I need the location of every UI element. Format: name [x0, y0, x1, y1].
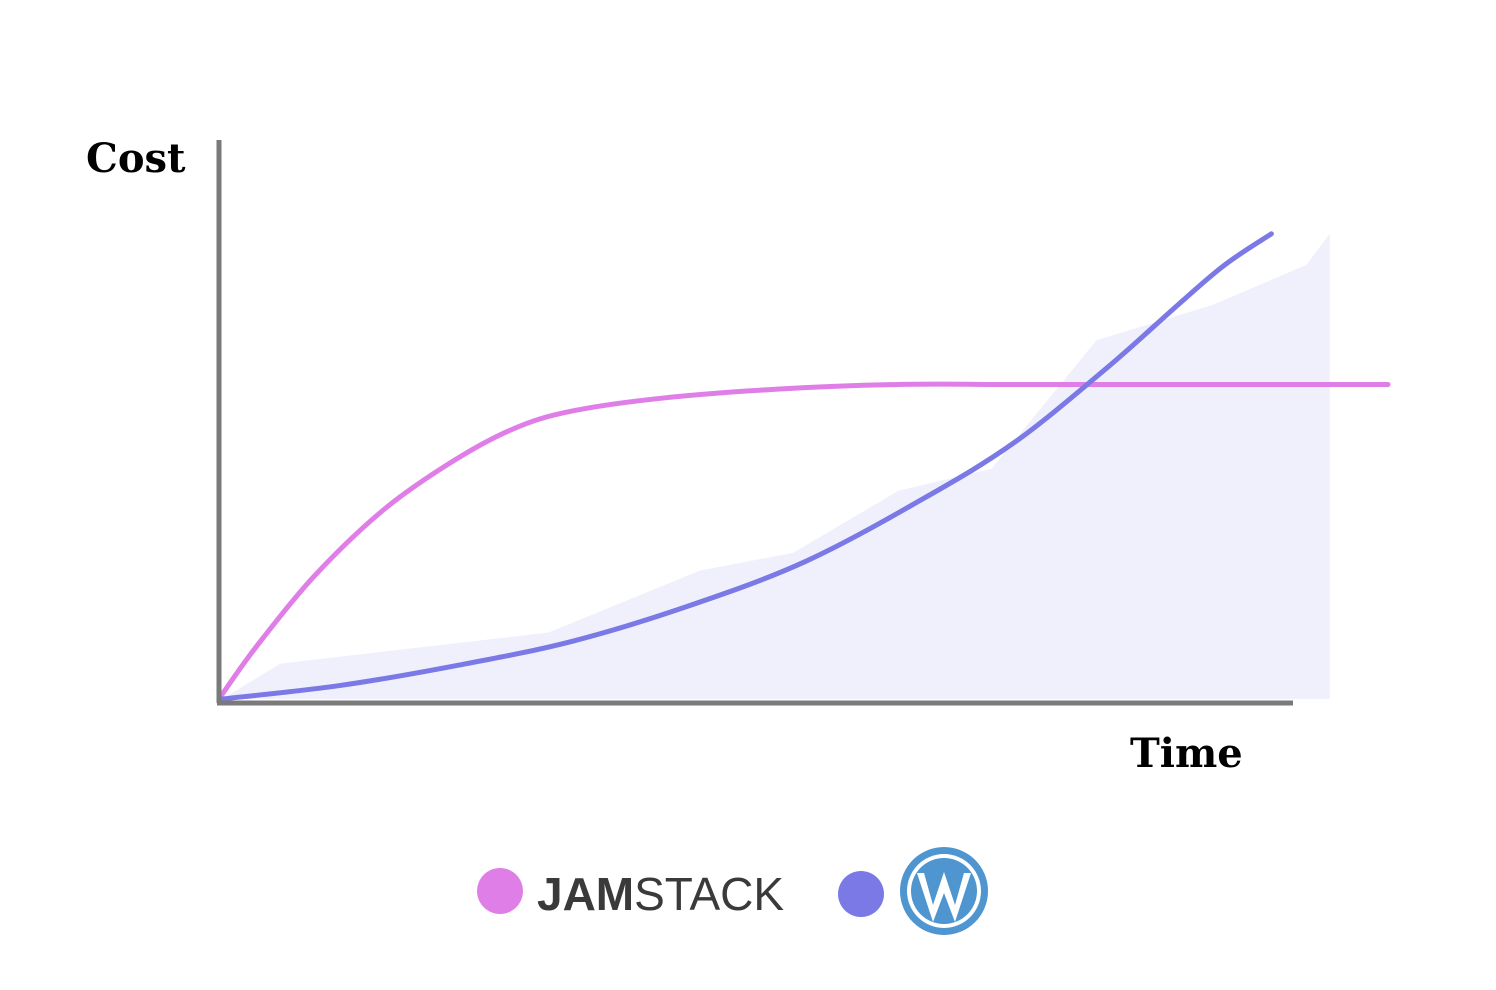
wordpress-icon: [900, 847, 988, 935]
legend-item-jamstack: JAMSTACK: [477, 868, 784, 920]
legend-item-wordpress: [838, 847, 988, 935]
svg-text:JAMSTACK: JAMSTACK: [537, 868, 784, 920]
legend: JAMSTACK: [477, 847, 988, 935]
jamstack-logo: JAMSTACK: [537, 868, 784, 920]
y-axis-label: Cost: [86, 135, 186, 182]
series-1-line: [219, 231, 1274, 702]
jamstack-logo-stack: STACK: [634, 868, 784, 920]
x-axis-label: Time: [1130, 730, 1243, 777]
series-0-line: [219, 381, 1391, 698]
jamstack-logo-jam: JAM: [537, 868, 634, 920]
plot-area: [219, 231, 1391, 702]
legend-swatch-jamstack: [477, 868, 523, 914]
series-1-range-band: [222, 233, 1330, 700]
legend-swatch-wordpress: [838, 871, 884, 917]
